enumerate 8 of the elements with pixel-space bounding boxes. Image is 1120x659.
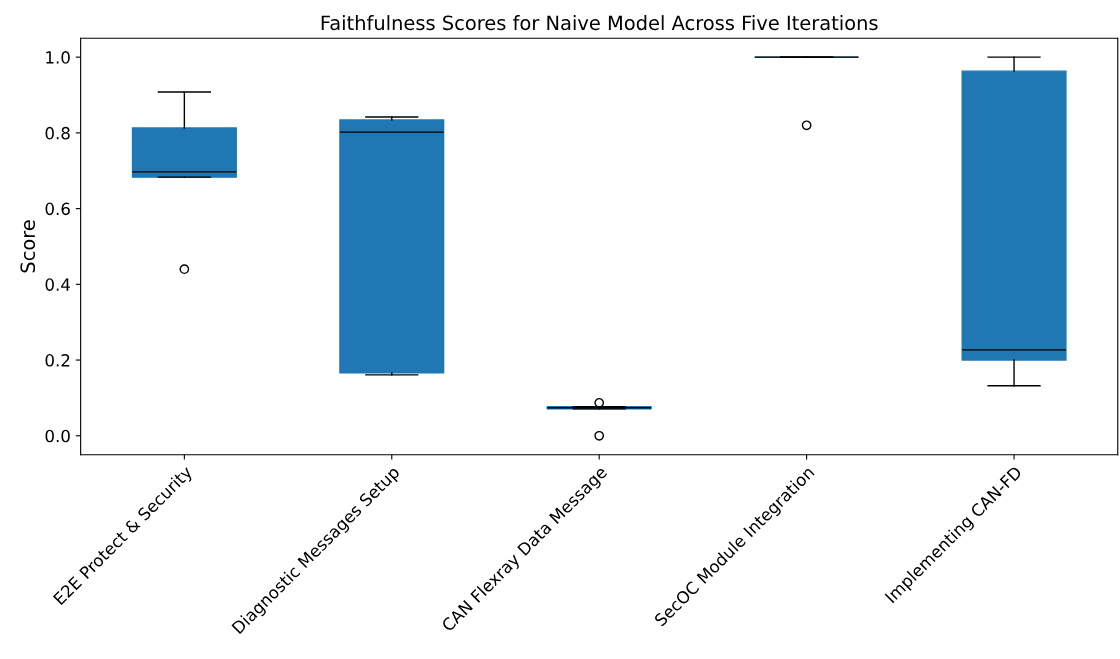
y-tick-label: 0.2 (45, 354, 70, 367)
y-tick-label: 0.0 (45, 429, 70, 443)
y-tick-label: 1.0 (46, 51, 70, 64)
y-tick-label: 0.4 (45, 278, 70, 291)
y-tick-label: 0.6 (45, 202, 70, 216)
y-axis-title: Score (20, 220, 36, 273)
chart-title: Faithfulness Scores for Naive Model Across Five Iterations (321, 15, 878, 31)
y-tick-label: 0.8 (45, 126, 70, 140)
